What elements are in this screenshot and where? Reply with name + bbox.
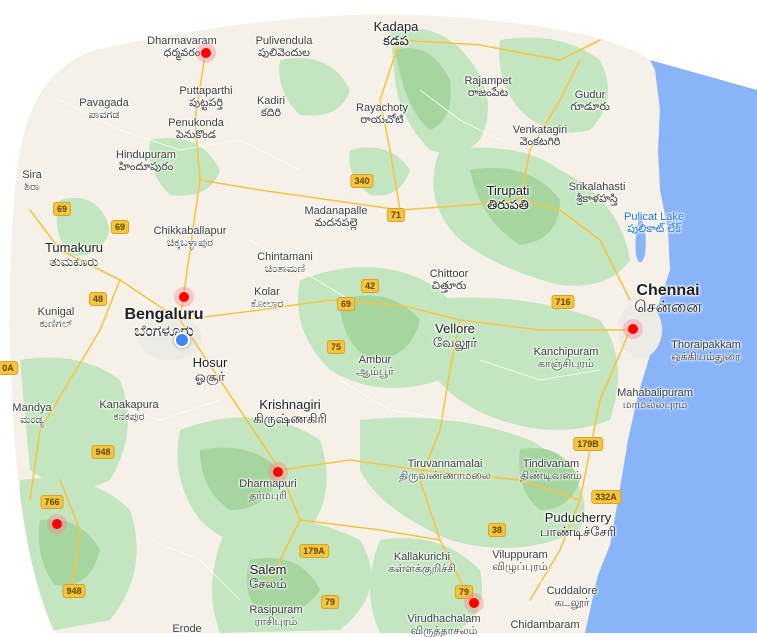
map-marker[interactable] bbox=[174, 287, 194, 307]
bengaluru-urban bbox=[138, 316, 202, 360]
minor-roads bbox=[59, 89, 601, 621]
chennai-urban bbox=[618, 302, 662, 358]
major-roads bbox=[29, 39, 631, 601]
map-marker[interactable] bbox=[196, 43, 216, 63]
current-location-dot[interactable] bbox=[174, 332, 190, 348]
map-marker[interactable] bbox=[47, 514, 67, 534]
pulicat-lake bbox=[635, 215, 646, 263]
bay-of-bengal bbox=[585, 40, 757, 633]
map-marker[interactable] bbox=[268, 462, 288, 482]
map-marker[interactable] bbox=[464, 593, 484, 613]
map-marker[interactable] bbox=[623, 319, 643, 339]
